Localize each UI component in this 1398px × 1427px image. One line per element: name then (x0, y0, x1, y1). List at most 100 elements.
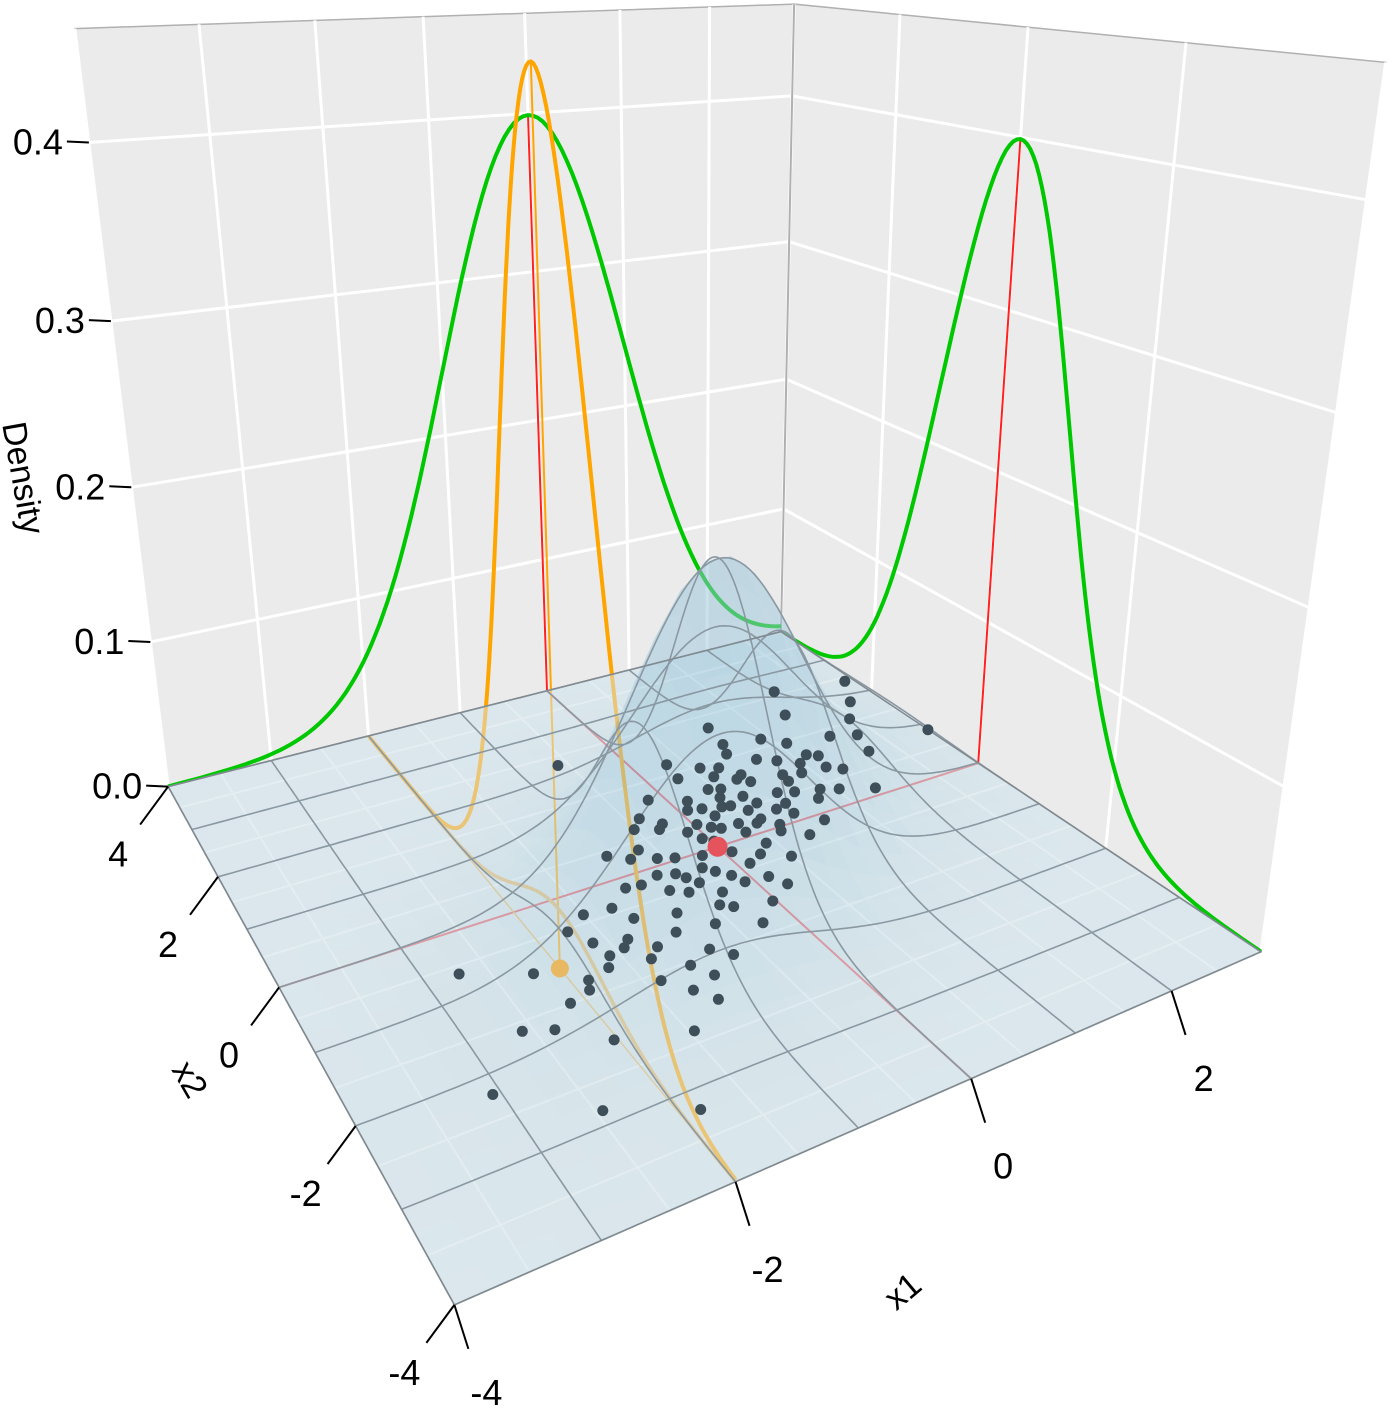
x1-marginal-density-curve (167, 113, 782, 789)
surface-mesh-line (355, 847, 1106, 1127)
wall-gridline (1104, 42, 1188, 849)
sample-point (672, 773, 684, 785)
x2-tick-label: -2 (290, 1173, 322, 1214)
sample-point (635, 879, 647, 891)
sample-point (922, 724, 934, 736)
sample-point (742, 804, 754, 816)
sample-point (755, 733, 767, 745)
sample-point (577, 909, 589, 921)
sample-point (716, 801, 728, 813)
surface-mesh-line (628, 629, 1076, 1034)
sample-point (767, 895, 779, 907)
x2-mean-vertical-line (977, 139, 1022, 764)
sample-point (726, 869, 738, 881)
sample-point (694, 762, 706, 774)
sample-point (714, 899, 726, 911)
sample-point (814, 783, 826, 795)
z-tick-label: 0.4 (13, 121, 63, 162)
sample-point (812, 750, 824, 762)
sample-point (714, 792, 726, 804)
sample-point (604, 950, 616, 962)
sample-point (565, 997, 576, 1009)
z-axis-tick (128, 640, 151, 644)
x2-tick-label: -4 (388, 1352, 420, 1393)
sample-point (768, 686, 780, 698)
sample-point (695, 1104, 707, 1115)
sample-point (652, 941, 663, 953)
sample-point (608, 1034, 620, 1046)
sample-point (755, 813, 767, 825)
sample-point (751, 797, 763, 809)
x1-tick-label: 0 (993, 1146, 1013, 1187)
z-axis-tick (88, 319, 111, 323)
sample-point (819, 814, 830, 826)
sample-point (656, 818, 668, 830)
sample-point (715, 783, 727, 795)
sample-point (453, 968, 465, 980)
sample-point (863, 745, 875, 757)
surface-mesh-line (401, 896, 1180, 1211)
surface-mesh-line (459, 712, 859, 1129)
sample-point (820, 761, 832, 773)
sample-point (728, 949, 740, 960)
sample-point (794, 757, 806, 769)
surface-mesh-line (546, 556, 972, 1080)
sample-point (633, 813, 645, 825)
sample-point (745, 776, 757, 788)
x2-tick-label: 0 (219, 1034, 239, 1075)
sample-point (691, 819, 703, 830)
sample-point (774, 818, 786, 830)
sample-point (632, 844, 644, 856)
sample-point (851, 729, 863, 741)
sample-point (487, 1089, 499, 1100)
sample-point (844, 696, 856, 708)
sample-point (788, 807, 800, 819)
x2-axis-tick (326, 1125, 357, 1165)
sample-point (620, 882, 632, 894)
surface-mesh-line (191, 659, 825, 831)
x1-tick-label: -2 (752, 1249, 784, 1290)
wall-corner-edge (780, 4, 796, 632)
sample-point (669, 852, 681, 864)
sample-point (687, 984, 699, 996)
sample-point (584, 984, 596, 996)
sample-point (628, 824, 640, 836)
sample-point (833, 783, 845, 795)
z-axis-tick (146, 784, 169, 788)
wall-gridline (705, 6, 712, 651)
sample-point (869, 782, 881, 794)
sample-point (682, 804, 694, 816)
sample-point (552, 760, 564, 771)
sample-point (549, 1024, 561, 1036)
sample-point (760, 837, 772, 849)
surface-mesh-line (706, 649, 1173, 992)
sample-point (744, 857, 756, 869)
sample-point (655, 975, 667, 987)
x2-tick-label: 2 (158, 924, 178, 965)
x1-axis-tick (453, 1304, 470, 1350)
sample-point (737, 790, 749, 802)
sample-point (682, 826, 694, 838)
conditional-mean-point (550, 959, 569, 978)
sample-point (726, 846, 738, 858)
surface-mesh-line (270, 760, 603, 1241)
sample-point (587, 937, 599, 949)
surface-mesh-line (314, 730, 1040, 1054)
sample-point (717, 886, 728, 898)
x2-axis-title: x2 (164, 1054, 215, 1104)
sample-point (725, 800, 737, 812)
wall-gridline (870, 14, 902, 693)
sample-point (516, 1025, 528, 1037)
sample-point (696, 833, 708, 845)
sample-point (661, 759, 673, 771)
x2-axis-tick (425, 1304, 456, 1344)
sample-point (688, 1025, 700, 1037)
wall-gridline (73, 28, 170, 787)
sample-point (583, 974, 595, 986)
sample-point (618, 942, 630, 954)
mean-point (707, 836, 728, 857)
x2-tick-label: 4 (108, 834, 128, 875)
sample-point (705, 821, 717, 833)
sample-point (781, 737, 793, 749)
